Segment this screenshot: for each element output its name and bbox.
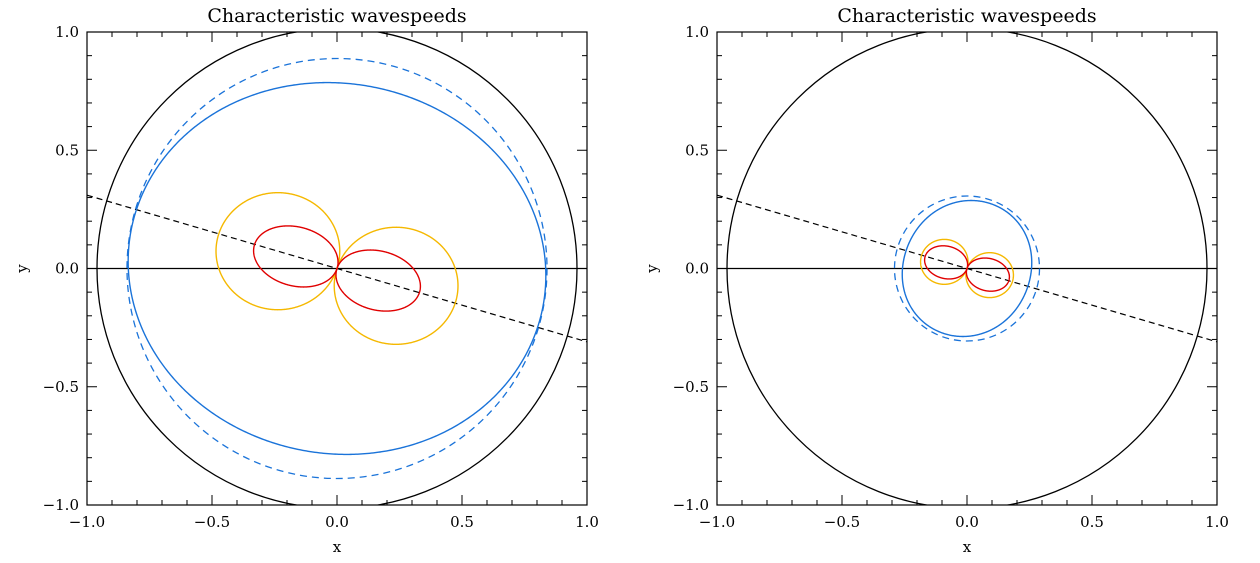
slow-inner-lobe-right bbox=[965, 257, 1011, 292]
x-tick-label: 0.0 bbox=[955, 513, 979, 531]
x-axis-label: x bbox=[333, 538, 342, 556]
y-axis-label: y bbox=[643, 264, 661, 274]
right-chart: Characteristic wavespeeds −1.0−1.0 −0.5 −0.… bbox=[643, 5, 1229, 556]
x-tick-label: −1.0 bbox=[69, 513, 105, 531]
y-tick-label: 0.5 bbox=[55, 141, 79, 159]
slow-inner-lobe-left bbox=[252, 225, 339, 288]
x-tick-label: −0.5 bbox=[824, 513, 860, 531]
fast-dashed-circle bbox=[126, 57, 548, 480]
slow-outer-lobe-left bbox=[919, 238, 969, 286]
slow-outer-lobe-right bbox=[333, 226, 459, 346]
y-tick-label: −1.0 bbox=[673, 496, 709, 514]
x-tick-label: 0.5 bbox=[450, 513, 474, 531]
right-chart-panel: Characteristic wavespeeds −1.0 −1.0 −0.5 −0.… bbox=[630, 0, 1260, 559]
y-axis-label: y bbox=[13, 264, 31, 274]
slow-outer-lobe-right bbox=[965, 251, 1015, 299]
y-tick-label: 1.0 bbox=[685, 23, 709, 41]
chart-title: Characteristic wavespeeds bbox=[207, 5, 466, 27]
y-tick-label: 0.5 bbox=[685, 141, 709, 159]
y-tick-label: 0.0 bbox=[55, 260, 79, 278]
y-tick-label: 1.0 bbox=[55, 23, 79, 41]
x-tick-label: 0.0 bbox=[325, 513, 349, 531]
slow-inner-lobe-right bbox=[335, 249, 422, 312]
fast-wavespeed-curve bbox=[127, 81, 547, 456]
slow-outer-lobe-left bbox=[215, 191, 341, 311]
y-tick-label: −1.0 bbox=[43, 496, 79, 514]
x-tick-label: 0.5 bbox=[1080, 513, 1104, 531]
x-axis-label: x bbox=[963, 538, 972, 556]
fast-dashed-circle bbox=[893, 195, 1041, 342]
left-chart: Characteristic wavespeeds −1.0−1.0 −0.5 −0.… bbox=[13, 5, 599, 556]
y-tick-label: −0.5 bbox=[43, 378, 79, 396]
plot-area bbox=[717, 32, 1217, 505]
x-tick-label: 1.0 bbox=[575, 513, 599, 531]
x-tick-label: 1.0 bbox=[1205, 513, 1229, 531]
fast-wavespeed-curve bbox=[901, 199, 1033, 338]
slow-inner-lobe-left bbox=[923, 245, 969, 280]
plot-area bbox=[87, 32, 587, 505]
chart-title: Characteristic wavespeeds bbox=[837, 5, 1096, 27]
left-chart-panel: Characteristic wavespeeds −1.0 −1.0 −0.5 −0.… bbox=[0, 0, 630, 559]
x-tick-label: −0.5 bbox=[194, 513, 230, 531]
y-tick-label: 0.0 bbox=[685, 260, 709, 278]
x-tick-label: −1.0 bbox=[699, 513, 735, 531]
y-tick-label: −0.5 bbox=[673, 378, 709, 396]
